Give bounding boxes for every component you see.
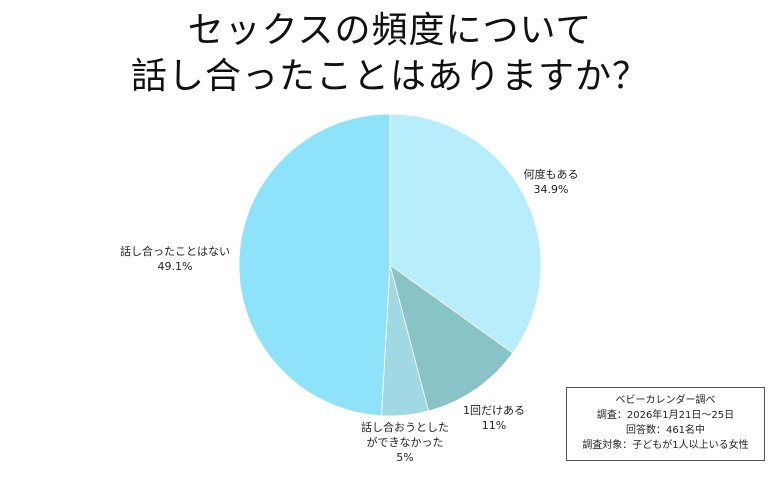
pie-slice [389,113,542,354]
chart-title: セックスの頻度について 話し合ったことはありますか？ [0,8,780,100]
slice-label-name: 1回だけある [463,404,525,417]
slice-label-percent: 49.1% [157,260,193,273]
respondent-count: 回答数：461名中 [625,425,706,436]
survey-period: 調査：2026年1月21日〜25日 [596,410,735,421]
survey-source-box: ベビーカレンダー調べ 調査：2026年1月21日〜25日 回答数：461名中 調… [566,387,765,461]
slice-label-name-line2: ができなかった [366,436,444,449]
source-credit: ベビーカレンダー調べ [615,395,716,406]
slice-label-once: 1回だけある 11% [455,403,533,433]
survey-target: 調査対象：子どもが1人以上いる女性 [582,440,749,451]
slice-label-many-times: 何度もある 34.9% [512,167,590,197]
slice-label-percent: 5% [396,451,414,464]
slice-label-never: 話し合ったことはない 49.1% [105,244,245,274]
pie-slice [389,264,514,412]
chart-title-line1: セックスの頻度について [187,10,593,51]
slice-label-name: 何度もある [523,168,579,181]
slice-label-percent: 11% [481,419,507,432]
pie-slices [238,113,542,417]
slice-label-percent: 34.9% [533,183,569,196]
slice-label-tried-but-failed: 話し合おうとした ができなかった 5% [350,420,460,465]
chart-title-line2: 話し合ったことはありますか？ [130,56,649,97]
pie-slice [238,113,391,417]
slice-label-name: 話し合ったことはない [120,245,230,258]
slice-label-name-line1: 話し合おうとした [361,421,449,434]
